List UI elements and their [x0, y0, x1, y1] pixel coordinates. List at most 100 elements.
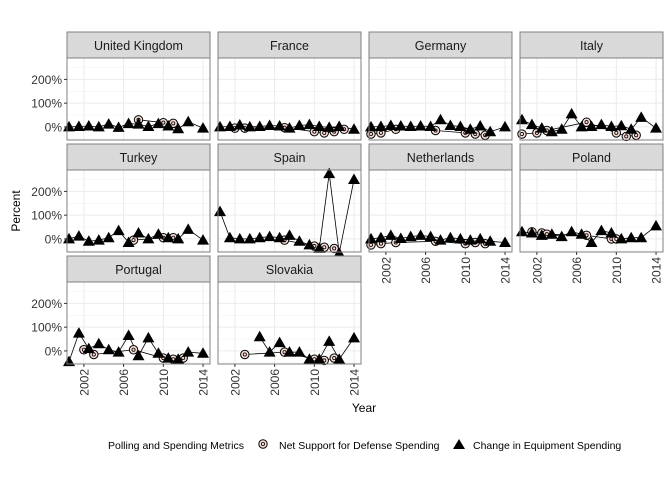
equipment-point	[102, 343, 115, 355]
equipment-point	[414, 229, 427, 240]
equipment-point	[162, 352, 175, 363]
equipment-point	[273, 231, 286, 243]
equipment-point	[474, 120, 487, 131]
equipment-point	[92, 234, 105, 245]
x-tick-label: 2002	[228, 369, 242, 396]
panel-title: Turkey	[120, 151, 158, 165]
equipment-point	[162, 120, 175, 131]
equipment-point	[595, 224, 608, 236]
equipment-point	[444, 119, 457, 130]
panel-spain: Spain	[214, 143, 362, 258]
equipment-point	[92, 337, 105, 349]
equipment-point	[323, 167, 336, 179]
equipment-point	[404, 120, 417, 131]
equipment-point	[348, 331, 360, 343]
equipment-point	[197, 347, 209, 358]
equipment-point	[162, 231, 175, 243]
equipment-point	[313, 242, 326, 253]
equipment-point	[424, 120, 437, 131]
panel-title: France	[270, 39, 309, 53]
panel-border	[368, 169, 513, 253]
panel-title: Italy	[580, 39, 604, 53]
equipment-point	[555, 230, 568, 242]
equipment-point	[132, 349, 145, 361]
equipment-point	[122, 236, 135, 247]
equipment-point	[464, 234, 477, 245]
equipment-point	[585, 236, 598, 247]
equipment-point	[152, 228, 165, 239]
x-tick-label: 2006	[268, 369, 282, 396]
equipment-point	[122, 117, 135, 129]
equipment-point	[516, 225, 528, 237]
equipment-point	[454, 120, 467, 131]
equipment-point	[172, 232, 185, 244]
net-support-point-inner	[242, 352, 247, 357]
equipment-point	[394, 120, 407, 131]
equipment-point	[374, 231, 387, 243]
equipment-point	[172, 122, 185, 134]
panel-strip	[519, 31, 664, 59]
equipment-point	[63, 355, 75, 367]
x-tick-label: 2010	[157, 369, 171, 396]
equipment-point	[615, 119, 628, 131]
equipment-point	[535, 122, 548, 133]
equipment-point	[72, 120, 85, 131]
equipment-point	[253, 330, 266, 342]
panel-title: Netherlands	[407, 151, 474, 165]
panel-strip	[66, 255, 211, 283]
equipment-point	[323, 121, 336, 132]
net-support-point-inner	[584, 120, 589, 125]
legend-label-equipment: Change in Equipment Spending	[473, 440, 621, 452]
equipment-point	[499, 236, 511, 247]
legend-circle-icon	[258, 439, 268, 449]
equipment-point	[142, 232, 155, 244]
equipment-point	[565, 225, 578, 237]
equipment-point	[273, 120, 286, 131]
x-tick-label: 2006	[419, 257, 433, 284]
x-tick-label: 2002	[379, 257, 393, 284]
equipment-point	[525, 227, 538, 238]
panel-strip	[368, 31, 513, 59]
equipment-point	[63, 120, 75, 132]
legend-title: Polling and Spending Metrics	[108, 440, 244, 452]
equipment-point	[112, 346, 125, 357]
net-support-point-inner	[332, 246, 337, 251]
equipment-point	[625, 231, 638, 243]
equipment-point	[223, 120, 236, 131]
panel-title: United Kingdom	[94, 39, 183, 53]
equipment-point	[565, 107, 578, 119]
equipment-point	[313, 353, 326, 364]
net-support-point	[128, 345, 139, 355]
net-support-point-inner	[171, 121, 176, 126]
net-support-point-inner	[322, 245, 327, 250]
x-tick-label: 2002	[530, 257, 544, 284]
equipment-point	[303, 238, 316, 250]
equipment-point	[273, 336, 286, 348]
equipment-point	[650, 219, 662, 231]
equipment-point	[152, 347, 165, 358]
equipment-point	[323, 335, 336, 346]
equipment-point	[233, 119, 246, 130]
net-support-point-inner	[614, 130, 619, 135]
equipment-point	[172, 353, 185, 364]
equipment-point	[112, 224, 125, 236]
equipment-point	[214, 205, 226, 217]
equipment-point	[615, 232, 628, 244]
equipment-point	[253, 120, 266, 131]
equipment-point	[152, 117, 165, 129]
equipment-point	[365, 232, 377, 244]
panel-border	[66, 169, 211, 253]
equipment-point	[414, 120, 427, 131]
equipment-point	[72, 230, 85, 241]
equipment-point	[555, 123, 568, 134]
panel-portugal: Portugal 0% 100% 200% 2002 2006 2010 2014	[31, 255, 211, 396]
net-support-point-inner	[332, 356, 337, 361]
x-tick-label: 2014	[348, 369, 362, 396]
equipment-point	[474, 232, 487, 244]
equipment-point	[434, 113, 447, 125]
y-tick-label: 200%	[31, 297, 62, 311]
equipment-point	[374, 120, 387, 131]
equipment-point	[283, 229, 296, 240]
x-tick-label: 2014	[499, 257, 513, 284]
equipment-point	[516, 113, 528, 125]
